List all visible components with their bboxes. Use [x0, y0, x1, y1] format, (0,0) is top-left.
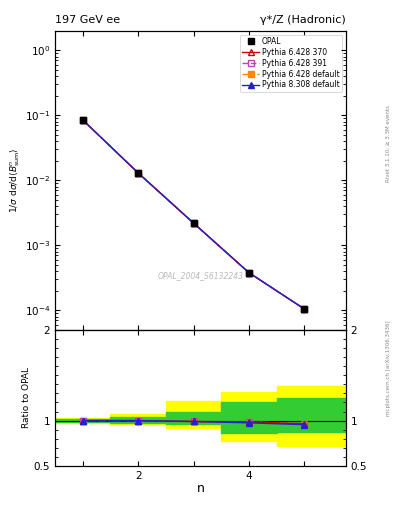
X-axis label: n: n: [196, 482, 204, 495]
Text: OPAL_2004_S6132243: OPAL_2004_S6132243: [158, 271, 243, 281]
Text: Rivet 3.1.10; ≥ 3.3M events: Rivet 3.1.10; ≥ 3.3M events: [386, 105, 391, 182]
Text: γ*/Z (Hadronic): γ*/Z (Hadronic): [260, 15, 346, 25]
Text: 197 GeV ee: 197 GeV ee: [55, 15, 120, 25]
Y-axis label: Ratio to OPAL: Ratio to OPAL: [22, 368, 31, 429]
Legend: OPAL, Pythia 6.428 370, Pythia 6.428 391, Pythia 6.428 default, Pythia 8.308 def: OPAL, Pythia 6.428 370, Pythia 6.428 391…: [240, 34, 342, 92]
Text: mcplots.cern.ch [arXiv:1306.3436]: mcplots.cern.ch [arXiv:1306.3436]: [386, 321, 391, 416]
Y-axis label: $1/\sigma\ \mathrm{d}\sigma/\mathrm{d}\langle B^n_{\rm sum}\rangle$: $1/\sigma\ \mathrm{d}\sigma/\mathrm{d}\l…: [8, 147, 22, 213]
